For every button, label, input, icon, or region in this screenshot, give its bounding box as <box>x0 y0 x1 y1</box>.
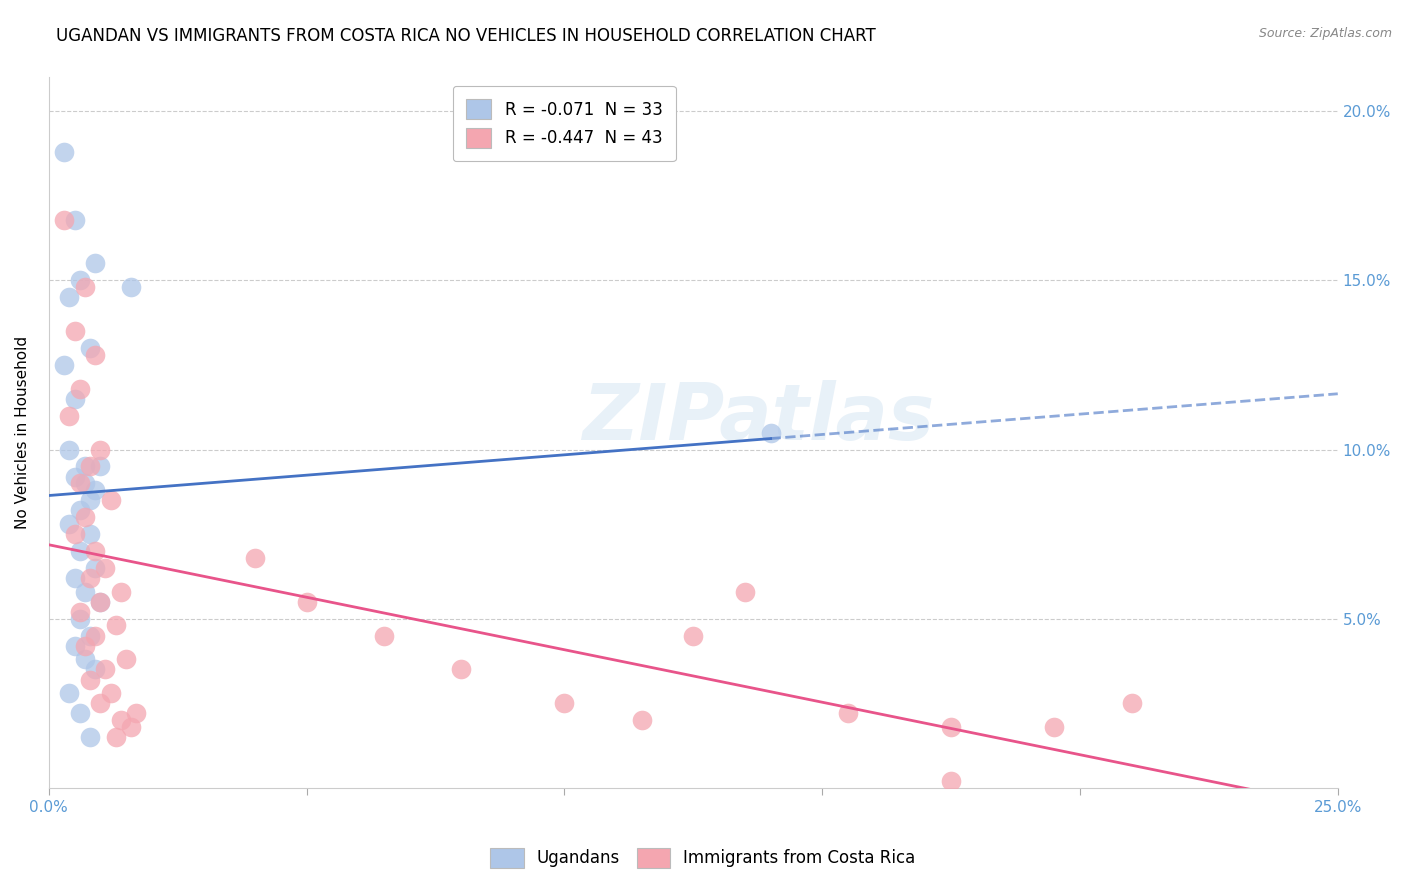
Point <box>58 686 80 700</box>
Point <box>939 720 962 734</box>
Point <box>73 459 96 474</box>
Point <box>682 628 704 642</box>
Text: UGANDAN VS IMMIGRANTS FROM COSTA RICA NO VEHICLES IN HOUSEHOLD CORRELATION CHART: UGANDAN VS IMMIGRANTS FROM COSTA RICA NO… <box>56 27 876 45</box>
Point <box>69 706 91 721</box>
Point <box>100 686 122 700</box>
Point <box>63 639 86 653</box>
Point <box>63 469 86 483</box>
Point <box>58 442 80 457</box>
Point <box>53 212 76 227</box>
Point <box>243 550 266 565</box>
Point <box>79 341 101 355</box>
Y-axis label: No Vehicles in Household: No Vehicles in Household <box>15 336 30 529</box>
Point <box>734 584 756 599</box>
Point <box>84 348 107 362</box>
Point <box>759 425 782 440</box>
Point <box>69 503 91 517</box>
Point <box>63 571 86 585</box>
Point <box>84 544 107 558</box>
Point <box>69 273 91 287</box>
Point <box>295 595 318 609</box>
Point <box>100 493 122 508</box>
Point <box>53 145 76 159</box>
Point <box>73 476 96 491</box>
Point <box>89 696 111 710</box>
Legend: Ugandans, Immigrants from Costa Rica: Ugandans, Immigrants from Costa Rica <box>484 841 922 875</box>
Point <box>84 483 107 497</box>
Point <box>69 612 91 626</box>
Point <box>84 628 107 642</box>
Point <box>73 510 96 524</box>
Point <box>79 459 101 474</box>
Point <box>73 584 96 599</box>
Point <box>104 618 127 632</box>
Point <box>69 605 91 619</box>
Point <box>115 652 138 666</box>
Legend: R = -0.071  N = 33, R = -0.447  N = 43: R = -0.071 N = 33, R = -0.447 N = 43 <box>453 86 676 161</box>
Point <box>373 628 395 642</box>
Point <box>1043 720 1066 734</box>
Point <box>69 476 91 491</box>
Point <box>58 290 80 304</box>
Point <box>69 544 91 558</box>
Point <box>79 493 101 508</box>
Point <box>450 662 472 676</box>
Point <box>110 584 132 599</box>
Point <box>553 696 575 710</box>
Point <box>84 561 107 575</box>
Point <box>837 706 859 721</box>
Text: ZIPatlas: ZIPatlas <box>582 380 934 457</box>
Point <box>79 673 101 687</box>
Point <box>53 358 76 372</box>
Point <box>79 527 101 541</box>
Point <box>63 527 86 541</box>
Point <box>73 652 96 666</box>
Point <box>125 706 148 721</box>
Point <box>63 392 86 406</box>
Point <box>89 442 111 457</box>
Point <box>939 774 962 789</box>
Point <box>58 516 80 531</box>
Point <box>63 324 86 338</box>
Point <box>69 382 91 396</box>
Point <box>104 730 127 744</box>
Point <box>630 713 652 727</box>
Point <box>120 720 142 734</box>
Point <box>84 256 107 270</box>
Point <box>63 212 86 227</box>
Point <box>1121 696 1143 710</box>
Point <box>73 639 96 653</box>
Point <box>94 561 117 575</box>
Point <box>110 713 132 727</box>
Point <box>89 595 111 609</box>
Point <box>120 280 142 294</box>
Point <box>89 459 111 474</box>
Point <box>73 280 96 294</box>
Point <box>79 571 101 585</box>
Point <box>58 409 80 423</box>
Point <box>79 628 101 642</box>
Point <box>79 730 101 744</box>
Text: Source: ZipAtlas.com: Source: ZipAtlas.com <box>1258 27 1392 40</box>
Point <box>94 662 117 676</box>
Point <box>84 662 107 676</box>
Point <box>89 595 111 609</box>
